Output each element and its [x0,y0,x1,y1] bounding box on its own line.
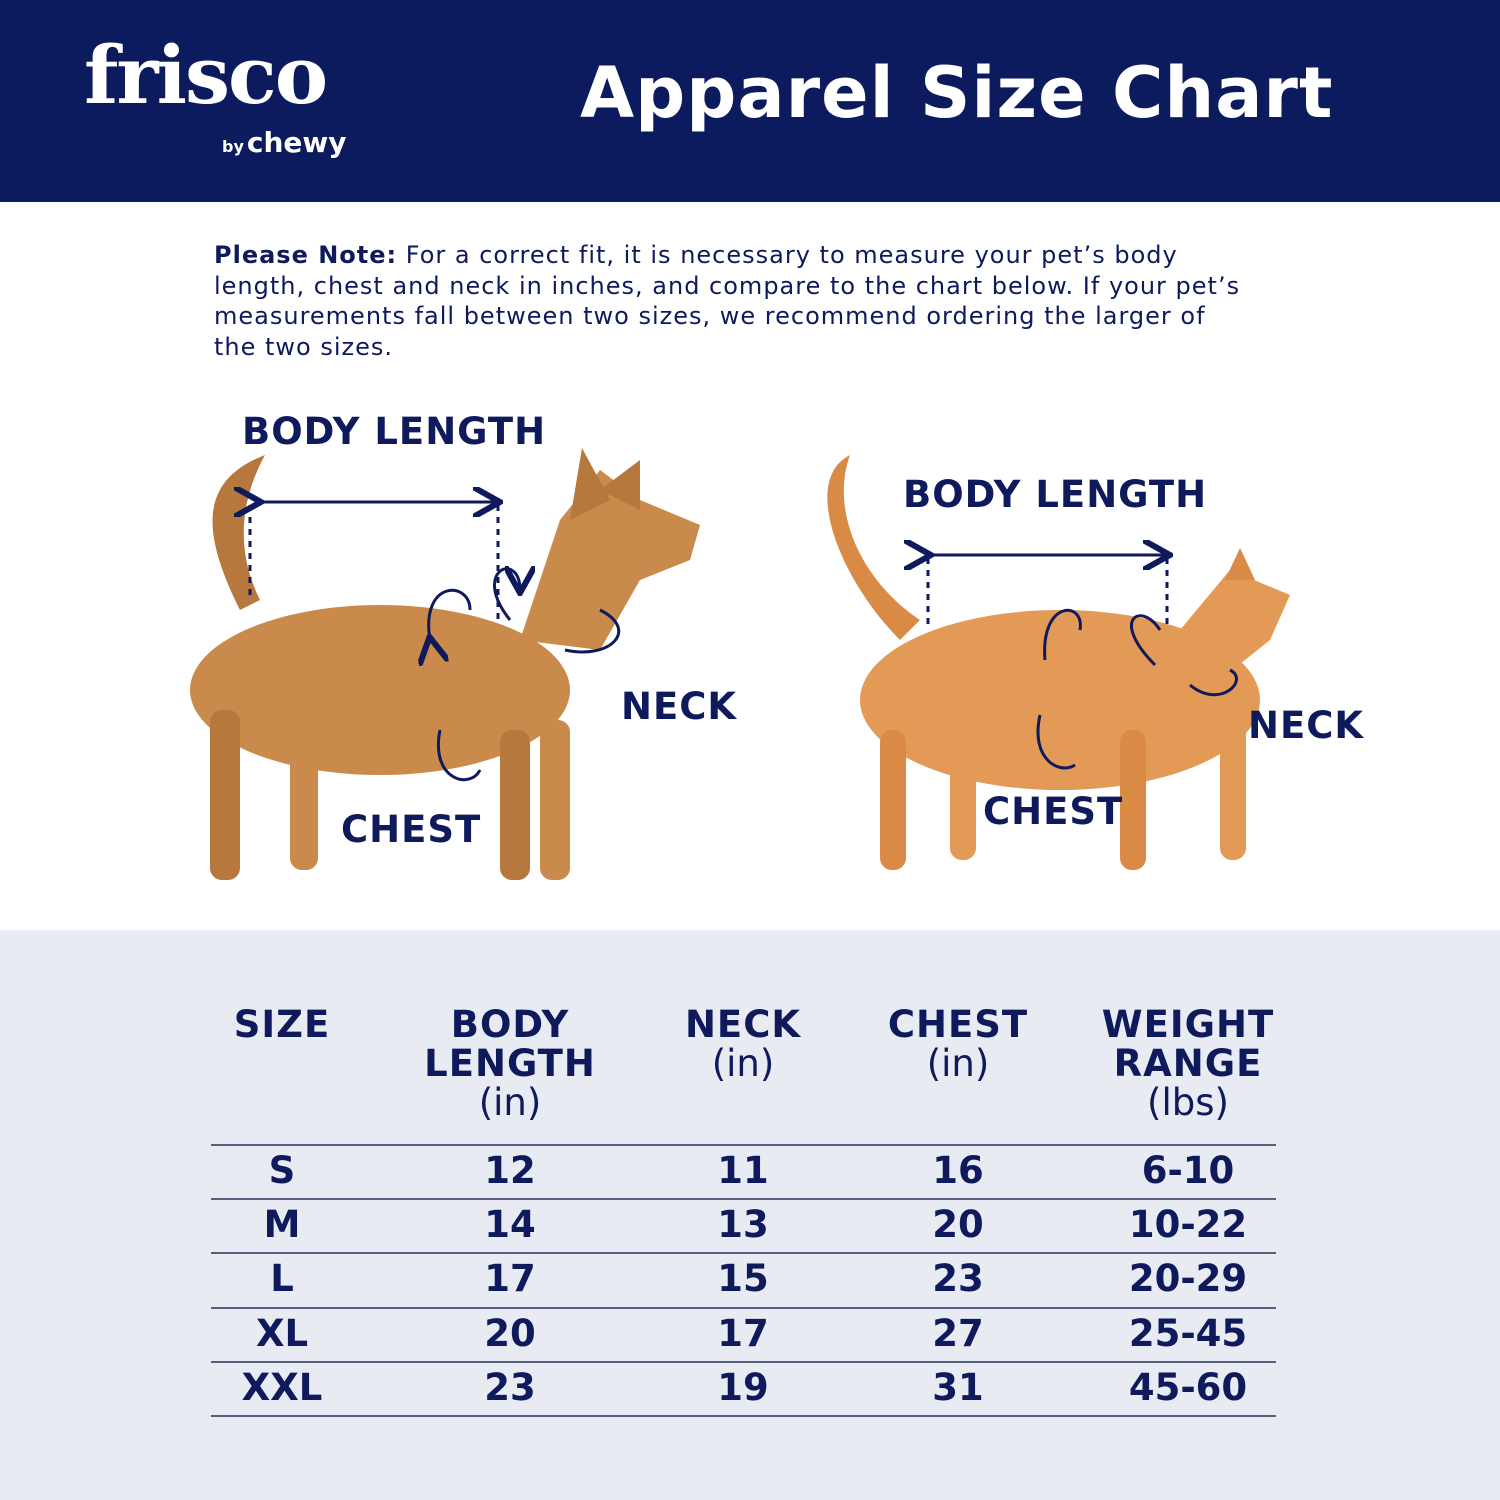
note-label: Please Note: [214,241,398,269]
cell-weight-range: 6-10 [1141,1149,1235,1192]
column-header-weight-range: WEIGHT RANGE (lbs) [1101,1003,1275,1124]
cell-chest: 27 [932,1311,984,1355]
cell-body-length: 20 [484,1311,536,1355]
cell-size: S [268,1149,296,1192]
cell-size: L [270,1257,294,1301]
dog-chest-label: CHEST [341,808,482,851]
cell-body-length: 17 [484,1257,536,1301]
cell-body-length: 23 [484,1365,536,1409]
column-header-chest: CHEST (in) [887,1003,1029,1085]
table-divider [211,1360,1276,1363]
cell-chest: 20 [932,1203,984,1247]
dog-neck-label: NECK [621,685,738,728]
logo-by: by [222,137,244,156]
table-divider [211,1198,1276,1201]
table-divider [211,1306,1276,1309]
cell-size: M [263,1203,301,1247]
cell-size: XL [255,1311,309,1355]
logo-wordmark: frisco [84,28,328,122]
cell-body-length: 12 [484,1149,536,1192]
cell-neck: 19 [717,1365,769,1409]
cat-body-length-label: BODY LENGTH [903,473,1208,516]
cell-chest: 31 [932,1365,984,1409]
cell-weight-range: 25-45 [1128,1311,1248,1355]
dog-image [190,448,700,880]
cell-weight-range: 10-22 [1128,1203,1248,1247]
cell-neck: 11 [717,1149,769,1192]
cell-chest: 16 [932,1149,984,1192]
cell-size: XXL [241,1365,323,1409]
column-header-body-length: BODY LENGTH (in) [424,1003,596,1124]
cell-weight-range: 45-60 [1128,1365,1248,1409]
cell-neck: 17 [717,1311,769,1355]
frisco-logo: frisco by chewy [84,28,347,159]
size-table [0,930,1500,1500]
cat-neck-label: NECK [1248,704,1365,747]
table-divider [211,1252,1276,1255]
cell-neck: 13 [717,1203,769,1247]
table-divider [211,1144,1276,1146]
table-divider [211,1415,1276,1417]
pet-illustrations [190,448,1290,880]
note-text: For a correct fit, it is necessary to me… [214,241,1241,361]
dog-body-length-label: BODY LENGTH [242,410,547,453]
logo-byline: by chewy [222,126,347,159]
header-banner: frisco by chewy Apparel Size Chart [0,0,1500,202]
page-title: Apparel Size Chart [580,52,1334,134]
cell-neck: 15 [717,1257,769,1301]
cell-body-length: 14 [484,1203,536,1247]
column-header-neck: NECK (in) [684,1003,802,1085]
cell-chest: 23 [932,1257,984,1301]
logo-brand: chewy [246,126,347,159]
measurement-arrows [250,502,1238,781]
column-header-size: SIZE [233,1003,331,1046]
cell-weight-range: 20-29 [1128,1257,1248,1301]
cat-chest-label: CHEST [983,790,1124,833]
fit-note: Please Note: For a correct fit, it is ne… [214,240,1254,362]
cat-image [827,455,1290,870]
